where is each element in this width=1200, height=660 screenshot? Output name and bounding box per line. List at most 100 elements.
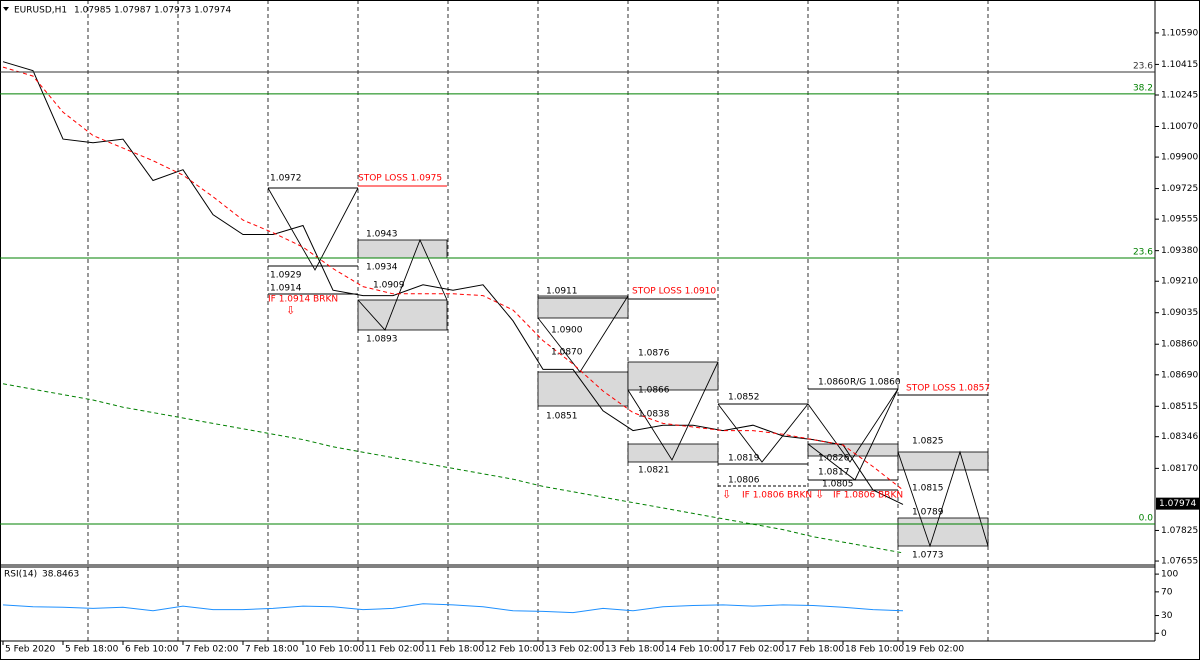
pattern [897,450,989,548]
annotation: 1.0909 [373,281,405,291]
trade-boxes: ⇩ ⇩ ⇩ [267,185,989,548]
x-tick-label: 17 Feb 02:00 [725,645,784,655]
annotation: 1.0852 [728,393,760,403]
annotation: 1.0914 [270,284,302,294]
x-tick-label: 11 Feb 18:00 [425,645,484,655]
y-tick-label: 1.08346 [1161,432,1198,442]
annotation: 1.0821 [638,466,670,476]
arrow-icon: ⇩ [722,488,731,501]
annotation: 1.0972 [270,174,302,184]
zone-box [627,361,719,391]
symbol-title: EURUSD,H1 [14,6,67,16]
y-tick-label: 1.09900 [1161,153,1198,163]
y-tick-label: 1.08515 [1161,402,1198,412]
pattern [267,187,359,271]
annotation: 1.0911 [546,287,578,297]
annotation: 1.0866 [638,386,670,396]
x-tick-label: 13 Feb 02:00 [545,645,604,655]
y-tick-label: 1.10590 [1161,28,1198,38]
y-tick-label: 1.08690 [1161,370,1198,380]
annotation: STOP LOSS 1.0910 [632,287,716,297]
x-tick-label: 17 Feb 18:00 [785,645,844,655]
x-tick-label: 19 Feb 02:00 [905,645,964,655]
annotation: IF 1.0806 BRKN [742,491,812,501]
fib-label: 0.0 [1139,513,1154,523]
y-tick-label: 1.09380 [1161,246,1198,256]
zone-box [897,451,989,471]
arrow-icon: ⇩ [815,488,824,501]
annotation: 1.0806 [728,476,760,486]
zone-box [807,443,899,457]
series-line [2,66,904,491]
annotation: 1.0934 [366,263,398,273]
zone-box [357,239,448,259]
annotation: 1.0851 [546,412,578,422]
annotation: R/G 1.0860 [850,378,901,388]
zone-box [357,299,448,331]
y-tick-label: 30 [1161,611,1173,621]
annotation: 1.0826 [818,454,850,464]
annotation: 1.0789 [912,508,944,518]
y-tick-label: 1.07825 [1161,526,1198,536]
x-tick-label: 10 Feb 10:00 [305,645,364,655]
x-tick-label: 13 Feb 18:00 [605,645,664,655]
series-line [2,603,904,614]
annotation: 1.0815 [912,484,944,494]
y-tick-label: 0 [1161,629,1167,639]
header-value: 1.07987 [114,6,151,16]
x-tick-label: 14 Feb 10:00 [665,645,724,655]
annotation: STOP LOSS 1.0975 [358,174,442,184]
annotation: STOP LOSS 1.0857 [906,384,990,394]
price-label-bg [1156,497,1199,510]
annotation: 1.0943 [366,230,398,240]
zone-box [537,295,629,319]
fib-label: 38.2 [1133,83,1153,93]
y-tick-label: 1.09035 [1161,308,1198,318]
arrow-icon: ⇩ [286,304,295,317]
y-tick-label: 100 [1161,570,1178,580]
zone-box [897,517,989,547]
fib-label: 23.6 [1133,61,1153,71]
series-line [2,61,904,505]
x-tick-label: 18 Feb 10:00 [845,645,904,655]
x-tick-label: 5 Feb 2020 [5,645,56,655]
y-tick-label: 1.10070 [1161,122,1198,132]
annotation: 1.0817 [818,468,850,478]
zone-box [537,371,629,407]
annotation: IF 1.0806 BRKN [833,491,903,501]
pattern [717,388,899,463]
y-tick-label: 1.10245 [1161,91,1198,101]
annotation: 1.0900 [551,326,583,336]
x-tick-label: 12 Feb 10:00 [485,645,544,655]
pattern [537,295,629,373]
x-tick-label: 5 Feb 18:00 [65,645,119,655]
pattern [807,388,899,481]
y-tick-label: 1.09555 [1161,215,1198,225]
annotation: 1.0805 [822,480,854,490]
pattern [357,238,448,331]
annotation: 1.0825 [912,437,944,447]
indicator-value: 38.8463 [42,570,79,580]
price-label: 1.07974 [1159,499,1196,509]
header-icon [3,7,9,11]
indicator-title: RSI(14) [4,570,37,580]
x-tick-label: 11 Feb 02:00 [365,645,424,655]
header-value: 1.07985 [74,6,111,16]
x-tick-label: 7 Feb 02:00 [185,645,239,655]
y-tick-label: 1.08170 [1161,464,1198,474]
annotation: 1.0876 [638,349,670,359]
annotation: 1.0893 [366,335,398,345]
x-tick-label: 7 Feb 18:00 [245,645,299,655]
x-tick-label: 6 Feb 10:00 [125,645,179,655]
y-tick-label: 1.10415 [1161,60,1198,70]
y-tick-label: 70 [1161,587,1173,597]
annotation: 1.0773 [912,551,944,561]
annotation: 1.0838 [638,410,670,420]
fib-label: 23.6 [1133,248,1153,258]
header-value: 1.07974 [194,6,231,16]
annotation: IF 1.0914 BRKN [268,295,338,305]
header-value: 1.07973 [154,6,191,16]
y-tick-label: 1.07655 [1161,557,1198,567]
